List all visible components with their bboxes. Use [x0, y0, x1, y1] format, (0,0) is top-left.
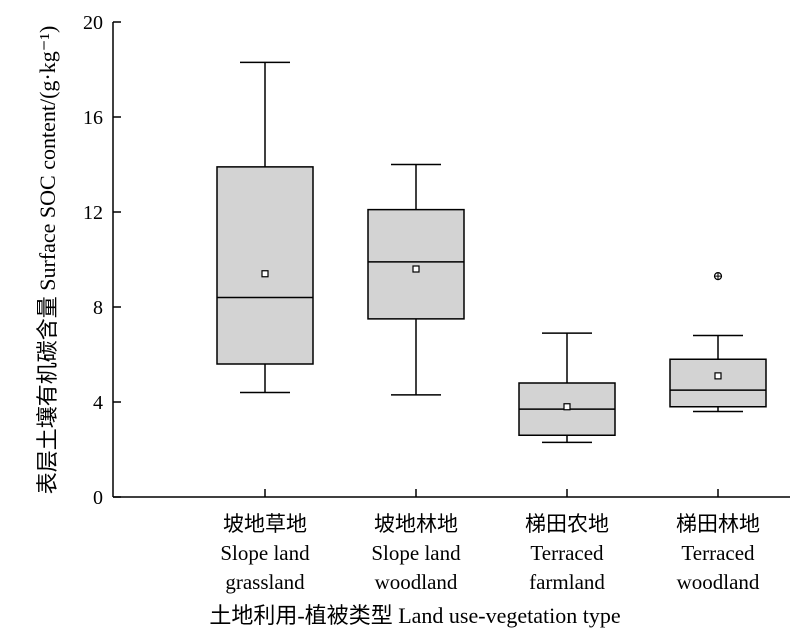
x-category-label: woodland [375, 570, 458, 594]
y-tick-label: 0 [93, 487, 103, 509]
x-category-label: Terraced [530, 541, 604, 565]
mean-marker [412, 265, 420, 273]
x-category-label: grassland [225, 570, 305, 594]
box-series [216, 61, 767, 444]
y-tick-label: 16 [83, 107, 103, 129]
box-group [669, 272, 767, 413]
x-category-label: farmland [529, 570, 605, 594]
x-category-label: 梯田林地 [676, 512, 760, 536]
y-tick-label: 8 [93, 297, 103, 319]
x-category-label: Slope land [371, 541, 461, 565]
y-tick-label: 4 [93, 392, 103, 414]
axes: 0 4 8 12 16 20 [83, 12, 790, 509]
iqr-box [367, 208, 465, 320]
iqr-box [669, 358, 767, 408]
mean-marker [714, 372, 722, 380]
x-category-labels: 坡地草地 Slope land grassland 坡地林地 Slope land woo… [220, 512, 760, 594]
iqr-box [216, 166, 314, 365]
box-group [367, 163, 465, 396]
y-tick-label: 20 [83, 12, 103, 34]
box-group [518, 332, 616, 444]
box-group [216, 61, 314, 394]
mean-marker [261, 270, 269, 278]
x-axis-title: 土地利用-植被类型 Land use-vegetation type [209, 603, 620, 628]
x-category-label: woodland [677, 570, 760, 594]
x-category-label: 梯田农地 [525, 512, 609, 536]
x-category-label: Terraced [681, 541, 755, 565]
x-category-label: 坡地林地 [374, 512, 458, 536]
y-axis-title: 表层土壤有机碳含量 Surface SOC content/(g·kg⁻¹) [35, 26, 60, 495]
x-category-label: 坡地草地 [223, 512, 307, 536]
y-tick-label: 12 [83, 202, 103, 224]
mean-marker [563, 403, 571, 411]
x-category-label: Slope land [220, 541, 310, 565]
